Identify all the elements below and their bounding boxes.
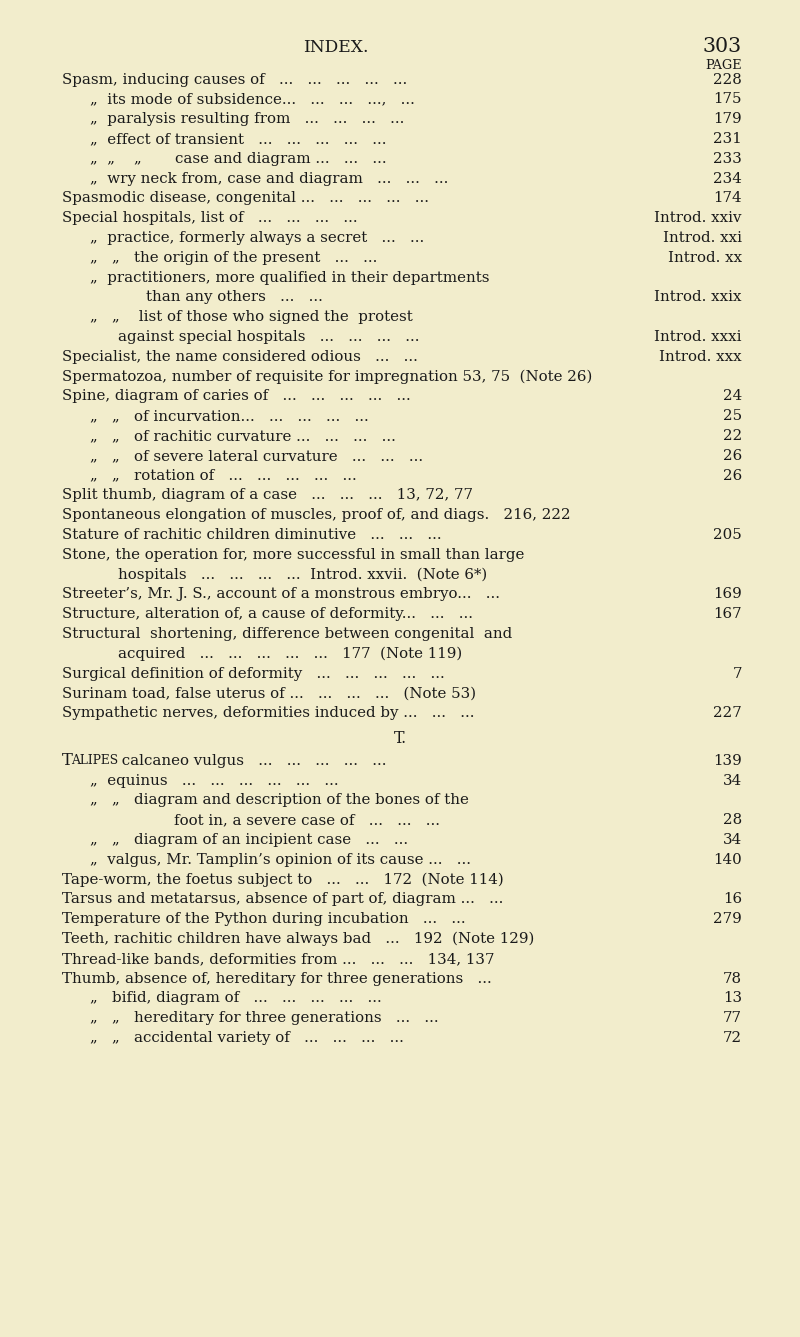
Text: „   bifid, diagram of   ...   ...   ...   ...   ...: „ bifid, diagram of ... ... ... ... ... — [90, 992, 382, 1005]
Text: hospitals   ...   ...   ...   ...  Introd. xxvii.  (Note 6*): hospitals ... ... ... ... Introd. xxvii.… — [118, 567, 487, 582]
Text: „   „   of rachitic curvature ...   ...   ...   ...: „ „ of rachitic curvature ... ... ... ..… — [90, 429, 406, 443]
Text: „  effect of transient   ...   ...   ...   ...   ...: „ effect of transient ... ... ... ... ..… — [90, 132, 386, 146]
Text: Thumb, absence of, hereditary for three generations   ...: Thumb, absence of, hereditary for three … — [62, 972, 492, 985]
Text: 28: 28 — [722, 813, 742, 828]
Text: foot in, a severe case of   ...   ...   ...: foot in, a severe case of ... ... ... — [174, 813, 450, 828]
Text: PAGE: PAGE — [706, 59, 742, 72]
Text: 24: 24 — [722, 389, 742, 404]
Text: Tarsus and metatarsus, absence of part of, diagram ...   ...: Tarsus and metatarsus, absence of part o… — [62, 892, 503, 906]
Text: Specialist, the name considered odious   ...   ...: Specialist, the name considered odious .… — [62, 350, 418, 364]
Text: Introd. xxiv: Introd. xxiv — [654, 211, 742, 225]
Text: 234: 234 — [713, 171, 742, 186]
Text: „  „    „       case and diagram ...   ...   ...: „ „ „ case and diagram ... ... ... — [90, 152, 386, 166]
Text: 175: 175 — [714, 92, 742, 107]
Text: 167: 167 — [714, 607, 742, 622]
Text: 139: 139 — [714, 754, 742, 767]
Text: „  paralysis resulting from   ...   ...   ...   ...: „ paralysis resulting from ... ... ... .… — [90, 112, 404, 126]
Text: „  practice, formerly always a secret   ...   ...: „ practice, formerly always a secret ...… — [90, 231, 424, 245]
Text: 140: 140 — [714, 853, 742, 866]
Text: 179: 179 — [714, 112, 742, 126]
Text: „   „   of incurvation...   ...   ...   ...   ...: „ „ of incurvation... ... ... ... ... — [90, 409, 378, 424]
Text: 26: 26 — [722, 469, 742, 483]
Text: Thread-like bands, deformities from ...   ...   ...   134, 137: Thread-like bands, deformities from ... … — [62, 952, 494, 965]
Text: „   „    list of those who signed the  protest: „ „ list of those who signed the protest — [90, 310, 413, 325]
Text: 22: 22 — [722, 429, 742, 443]
Text: „   „   diagram of an incipient case   ...   ...: „ „ diagram of an incipient case ... ... — [90, 833, 418, 848]
Text: Split thumb, diagram of a case   ...   ...   ...   13, 72, 77: Split thumb, diagram of a case ... ... .… — [62, 488, 473, 503]
Text: 279: 279 — [714, 912, 742, 927]
Text: T.: T. — [394, 730, 406, 747]
Text: 25: 25 — [723, 409, 742, 424]
Text: 16: 16 — [723, 892, 742, 906]
Text: Tape-worm, the foetus subject to   ...   ...   172  (Note 114): Tape-worm, the foetus subject to ... ...… — [62, 872, 504, 886]
Text: Special hospitals, list of   ...   ...   ...   ...: Special hospitals, list of ... ... ... .… — [62, 211, 358, 225]
Text: Surinam toad, false uterus of ...   ...   ...   ...   (Note 53): Surinam toad, false uterus of ... ... ..… — [62, 686, 476, 701]
Text: INDEX.: INDEX. — [303, 39, 369, 56]
Text: 72: 72 — [723, 1031, 742, 1046]
Text: Introd. xxix: Introd. xxix — [654, 290, 742, 305]
Text: than any others   ...   ...: than any others ... ... — [146, 290, 323, 305]
Text: Spine, diagram of caries of   ...   ...   ...   ...   ...: Spine, diagram of caries of ... ... ... … — [62, 389, 420, 404]
Text: Spasmodic disease, congenital ...   ...   ...   ...   ...: Spasmodic disease, congenital ... ... ..… — [62, 191, 429, 206]
Text: 303: 303 — [703, 37, 742, 56]
Text: Introd. xxxi: Introd. xxxi — [654, 330, 742, 344]
Text: 13: 13 — [723, 992, 742, 1005]
Text: 169: 169 — [714, 587, 742, 602]
Text: „  equinus   ...   ...   ...   ...   ...   ...: „ equinus ... ... ... ... ... ... — [90, 774, 348, 787]
Text: „  valgus, Mr. Tamplin’s opinion of its cause ...   ...: „ valgus, Mr. Tamplin’s opinion of its c… — [90, 853, 471, 866]
Text: Introd. xxi: Introd. xxi — [663, 231, 742, 245]
Text: Introd. xxx: Introd. xxx — [659, 350, 742, 364]
Text: 34: 34 — [722, 833, 742, 848]
Text: 227: 227 — [714, 706, 742, 721]
Text: „  its mode of subsidence...   ...   ...   ...,   ...: „ its mode of subsidence... ... ... ...,… — [90, 92, 415, 107]
Text: „  practitioners, more qualified in their departments: „ practitioners, more qualified in their… — [90, 270, 490, 285]
Text: „   „   of severe lateral curvature   ...   ...   ...: „ „ of severe lateral curvature ... ... … — [90, 449, 433, 463]
Text: „   „   diagram and description of the bones of the: „ „ diagram and description of the bones… — [90, 793, 469, 808]
Text: Structure, alteration of, a cause of deformity...   ...   ...: Structure, alteration of, a cause of def… — [62, 607, 473, 622]
Text: Stature of rachitic children diminutive   ...   ...   ...: Stature of rachitic children diminutive … — [62, 528, 451, 541]
Text: „   „   hereditary for three generations   ...   ...: „ „ hereditary for three generations ...… — [90, 1011, 438, 1025]
Text: Introd. xx: Introd. xx — [668, 251, 742, 265]
Text: against special hospitals   ...   ...   ...   ...: against special hospitals ... ... ... ..… — [118, 330, 419, 344]
Text: 233: 233 — [713, 152, 742, 166]
Text: Streeter’s, Mr. J. S., account of a monstrous embryo...   ...: Streeter’s, Mr. J. S., account of a mons… — [62, 587, 500, 602]
Text: Spontaneous elongation of muscles, proof of, and diags.   216, 222: Spontaneous elongation of muscles, proof… — [62, 508, 570, 523]
Text: Stone, the operation for, more successful in small than large: Stone, the operation for, more successfu… — [62, 548, 524, 562]
Text: „   „   rotation of   ...   ...   ...   ...   ...: „ „ rotation of ... ... ... ... ... — [90, 469, 366, 483]
Text: 77: 77 — [723, 1011, 742, 1025]
Text: calcaneo vulgus   ...   ...   ...   ...   ...: calcaneo vulgus ... ... ... ... ... — [117, 754, 386, 767]
Text: Structural  shortening, difference between congenital  and: Structural shortening, difference betwee… — [62, 627, 512, 640]
Text: Temperature of the Python during incubation   ...   ...: Temperature of the Python during incubat… — [62, 912, 466, 927]
Text: „   „   the origin of the present   ...   ...: „ „ the origin of the present ... ... — [90, 251, 378, 265]
Text: 78: 78 — [723, 972, 742, 985]
Text: 34: 34 — [722, 774, 742, 787]
Text: Surgical definition of deformity   ...   ...   ...   ...   ...: Surgical definition of deformity ... ...… — [62, 667, 454, 681]
Text: ALIPES: ALIPES — [71, 754, 118, 767]
Text: 228: 228 — [713, 72, 742, 87]
Text: 26: 26 — [722, 449, 742, 463]
Text: 7: 7 — [733, 667, 742, 681]
Text: T: T — [62, 751, 73, 769]
Text: Spermatozoa, number of requisite for impregnation 53, 75  (Note 26): Spermatozoa, number of requisite for imp… — [62, 369, 592, 384]
Text: Teeth, rachitic children have always bad   ...   192  (Note 129): Teeth, rachitic children have always bad… — [62, 932, 534, 947]
Text: 174: 174 — [714, 191, 742, 206]
Text: „  wry neck from, case and diagram   ...   ...   ...: „ wry neck from, case and diagram ... ..… — [90, 171, 448, 186]
Text: 231: 231 — [714, 132, 742, 146]
Text: acquired   ...   ...   ...   ...   ...   177  (Note 119): acquired ... ... ... ... ... 177 (Note 1… — [118, 647, 462, 660]
Text: 205: 205 — [714, 528, 742, 541]
Text: Sympathetic nerves, deformities induced by ...   ...   ...: Sympathetic nerves, deformities induced … — [62, 706, 474, 721]
Text: „   „   accidental variety of   ...   ...   ...   ...: „ „ accidental variety of ... ... ... ..… — [90, 1031, 404, 1046]
Text: Spasm, inducing causes of   ...   ...   ...   ...   ...: Spasm, inducing causes of ... ... ... ..… — [62, 72, 407, 87]
